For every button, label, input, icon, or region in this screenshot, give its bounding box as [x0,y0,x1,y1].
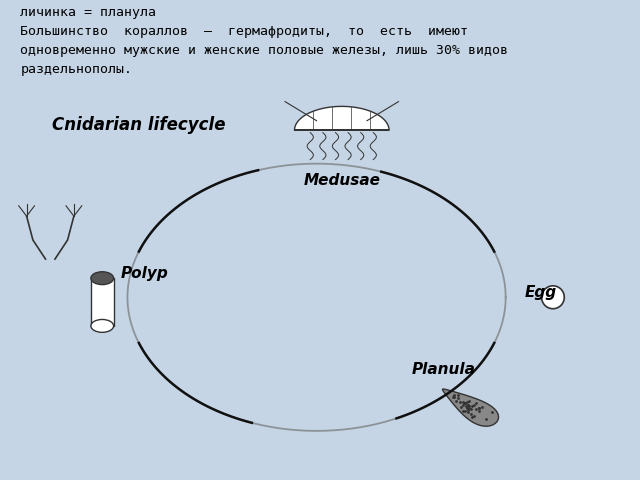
Ellipse shape [91,272,113,285]
Polygon shape [442,389,499,426]
Text: Egg: Egg [525,285,557,300]
Text: Polyp: Polyp [121,266,169,281]
Ellipse shape [541,286,564,309]
Polygon shape [91,278,113,326]
Polygon shape [294,107,389,130]
Text: Medusae: Medusae [303,173,380,188]
Text: личинка = планула
Большинство  кораллов  —  гермафродиты,  то  есть  имеют
однов: личинка = планула Большинство кораллов —… [20,6,508,76]
Text: Cnidarian lifecycle: Cnidarian lifecycle [52,116,225,134]
Ellipse shape [91,320,113,332]
Text: Planula: Planula [412,362,476,377]
